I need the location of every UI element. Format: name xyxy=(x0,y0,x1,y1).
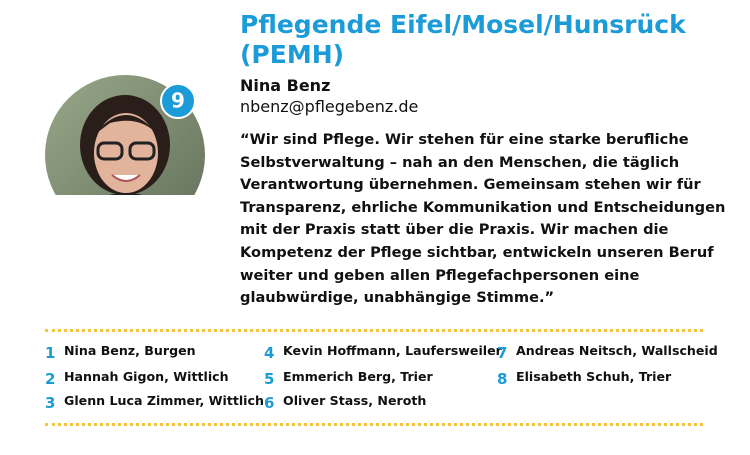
list-item: Elisabeth Schuh, Trier xyxy=(516,369,672,384)
list-number: 7 xyxy=(497,344,508,362)
quote-line: Verantwortung übernehmen. Gemeinsam steh… xyxy=(240,176,701,194)
badge: 9 xyxy=(160,83,196,119)
quote-line: glaubwürdige, unabhängige Stimme.” xyxy=(240,289,555,307)
title: Pflegende Eifel/Mosel/Hunsrück xyxy=(240,10,686,39)
divider xyxy=(45,329,703,332)
list-item: Hannah Gigon, Wittlich xyxy=(64,369,229,384)
quote-line: Selbstverwaltung – nah an den Menschen, … xyxy=(240,153,680,171)
list-number: 1 xyxy=(45,344,56,362)
list-number: 6 xyxy=(264,394,275,412)
list-number: 3 xyxy=(45,394,56,412)
list-number: 2 xyxy=(45,370,56,388)
title: (PEMH) xyxy=(240,40,345,69)
list-item: Emmerich Berg, Trier xyxy=(283,369,433,384)
list-item: Andreas Neitsch, Wallscheid xyxy=(516,343,718,358)
list-item: Glenn Luca Zimmer, Wittlich xyxy=(64,393,264,408)
list-item: Kevin Hoffmann, Laufersweiler xyxy=(283,343,502,358)
list-number: 4 xyxy=(264,344,275,362)
list-number: 8 xyxy=(497,370,508,388)
quote-line: mit der Praxis statt über die Praxis. Wi… xyxy=(240,221,669,239)
quote-line: Kompetenz der Pflege sichtbar, entwickel… xyxy=(240,244,714,261)
list-item: Nina Benz, Burgen xyxy=(64,343,196,358)
divider xyxy=(45,423,703,426)
email: nbenz@pflegebenz.de xyxy=(240,97,419,116)
badge-number: 9 xyxy=(171,89,185,113)
list-item: Oliver Stass, Neroth xyxy=(283,393,427,408)
quote-line: “Wir sind Pflege. Wir stehen für eine st… xyxy=(240,131,689,148)
list-number: 5 xyxy=(264,370,275,388)
quote-line: Transparenz, ehrliche Kommunikation und … xyxy=(240,198,726,216)
quote-line: weiter und geben allen Pflegefachpersone… xyxy=(240,266,640,284)
name: Nina Benz xyxy=(240,76,331,95)
